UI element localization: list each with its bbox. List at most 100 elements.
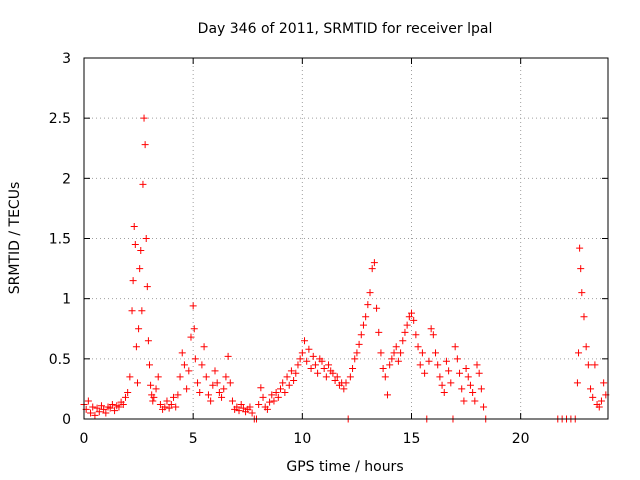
data-point [246,403,254,411]
data-point [366,289,374,297]
data-point [434,361,442,369]
data-point [200,343,208,351]
data-point [438,381,446,389]
data-point [462,364,470,372]
data-point [209,381,217,389]
data-point [381,373,389,381]
data-point [133,379,141,387]
data-point [584,361,592,369]
data-point [152,385,160,393]
data-point [469,389,477,397]
data-point [351,355,359,363]
data-point [475,369,483,377]
data-point [577,265,585,273]
data-point [235,407,243,415]
data-point [471,397,479,405]
data-point [124,389,132,397]
data-point [318,357,326,365]
data-point [191,355,199,363]
data-point [432,349,440,357]
data-point [405,313,413,321]
y-tick-label: 0.5 [49,352,71,368]
data-point [349,364,357,372]
data-point [353,349,361,357]
data-point [119,401,127,409]
y-tick-label: 1 [62,292,71,308]
x-tick-label: 0 [80,431,89,447]
data-point [263,405,271,413]
data-point [403,321,411,329]
data-point [576,244,584,252]
data-point [194,379,202,387]
data-point [329,369,337,377]
data-point [591,361,599,369]
data-point [436,373,444,381]
data-point [272,389,280,397]
data-point [311,361,319,369]
data-point [266,398,274,406]
data-point [108,401,116,409]
data-point [281,389,289,397]
data-point [473,361,481,369]
axis-ticks: 0 0.5 1 1.5 2 2.5 3 0 5 10 15 20 [49,51,608,447]
y-tick-label: 3 [62,51,71,67]
data-point [340,385,348,393]
data-point [307,364,315,372]
data-point [143,283,151,291]
data-point [189,302,197,310]
data-point [600,379,608,387]
y-tick-label: 2 [62,171,71,187]
data-point [390,349,398,357]
data-point [156,401,164,409]
data-point [95,408,103,416]
data-point [202,373,210,381]
data-point [268,391,276,399]
data-point [287,367,295,375]
data-point [364,301,372,309]
data-point [97,402,105,410]
data-point [93,404,101,412]
data-point [575,349,583,357]
data-point [296,355,304,363]
data-point [142,235,150,242]
data-point [425,357,433,365]
data-point [414,343,422,351]
data-point [144,337,152,345]
data-point [412,331,420,339]
data-point [147,381,155,389]
y-tick-label: 1.5 [49,232,71,248]
data-point [383,391,391,399]
data-point [111,407,119,415]
data-point [174,391,182,399]
data-point [305,345,313,353]
x-tick-label: 10 [293,431,311,447]
plot-frame [83,57,609,420]
data-point [410,316,418,324]
data-point [418,349,426,357]
data-point [573,379,581,387]
y-tick-label: 0 [62,412,71,428]
data-point [279,379,287,387]
data-point [285,381,293,389]
data-point [89,403,97,411]
x-axis-label: GPS time / hours [286,459,403,475]
data-point [198,361,206,369]
data-point [587,385,595,393]
data-point [477,385,485,393]
data-point [102,409,110,417]
data-points [80,114,610,423]
data-point [213,379,221,387]
data-point [416,361,424,369]
data-point [170,393,178,401]
data-point [140,114,148,122]
data-point [239,404,247,412]
data-point [464,373,472,381]
data-point [445,367,453,375]
data-point [377,349,385,357]
data-point [456,369,464,377]
data-point [165,404,173,412]
data-point [106,404,114,412]
data-point [180,361,188,369]
data-point [220,385,228,393]
